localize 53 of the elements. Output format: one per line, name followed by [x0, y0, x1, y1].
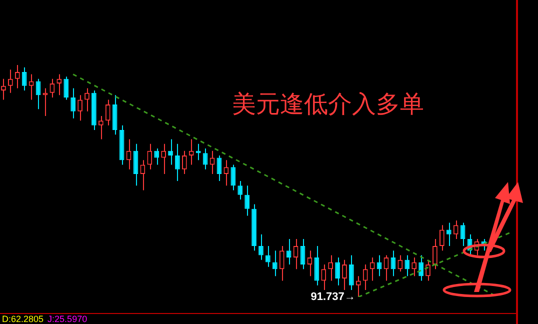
candlestick: [175, 143, 180, 182]
candlestick: [22, 66, 27, 92]
candlestick: [279, 245, 284, 282]
candlestick: [335, 257, 340, 286]
candlestick: [154, 148, 160, 166]
candlestick: [244, 185, 250, 216]
candlestick: [161, 143, 166, 175]
candlestick: [70, 88, 76, 119]
candlestick: [453, 220, 458, 240]
candlestick: [418, 254, 424, 282]
candlestick: [147, 143, 152, 170]
candlestick: [8, 69, 13, 94]
candlestick: [432, 238, 438, 270]
candlestick: [314, 245, 320, 286]
candlestick: [168, 138, 173, 166]
candlestick: [28, 74, 34, 100]
candlestick: [370, 257, 375, 282]
candlestick: [412, 257, 417, 277]
candlestick: [398, 254, 403, 272]
candlestick: [342, 259, 347, 291]
candlestick: [224, 160, 229, 186]
candlestick: [182, 150, 187, 175]
candlestick: [56, 74, 62, 96]
candlestick: [64, 76, 69, 100]
candlestick: [426, 259, 430, 282]
candlestick: [238, 180, 243, 200]
candlestick: [1, 78, 6, 100]
candlestick: [272, 250, 278, 277]
candlestick: [439, 224, 444, 252]
annotation: 美元逢低介入多单: [232, 89, 424, 120]
candlestick: [258, 234, 264, 260]
candlestick: [349, 254, 354, 291]
candlestick: [14, 64, 20, 89]
candlestick: [230, 164, 236, 191]
candlestick: [321, 264, 326, 291]
candlestick: [78, 94, 82, 122]
candlestick: [105, 99, 110, 126]
candlestick: [112, 94, 118, 136]
candlestick: [446, 222, 452, 246]
candlestick: [404, 254, 410, 277]
candlestick: [362, 264, 368, 291]
candlestick: [140, 160, 146, 191]
candlestick: [286, 238, 292, 266]
text: D:62.2805: [2, 314, 44, 324]
candlestick: [356, 276, 361, 298]
candlestick: [266, 245, 270, 268]
annotation: 91.737→: [310, 291, 356, 304]
candlestick: [328, 254, 334, 282]
candlestick: [84, 88, 90, 112]
candlestick: [98, 116, 104, 140]
candlestick: [188, 138, 194, 166]
text: J:25.5970: [48, 314, 88, 324]
candlestick: [202, 148, 208, 170]
